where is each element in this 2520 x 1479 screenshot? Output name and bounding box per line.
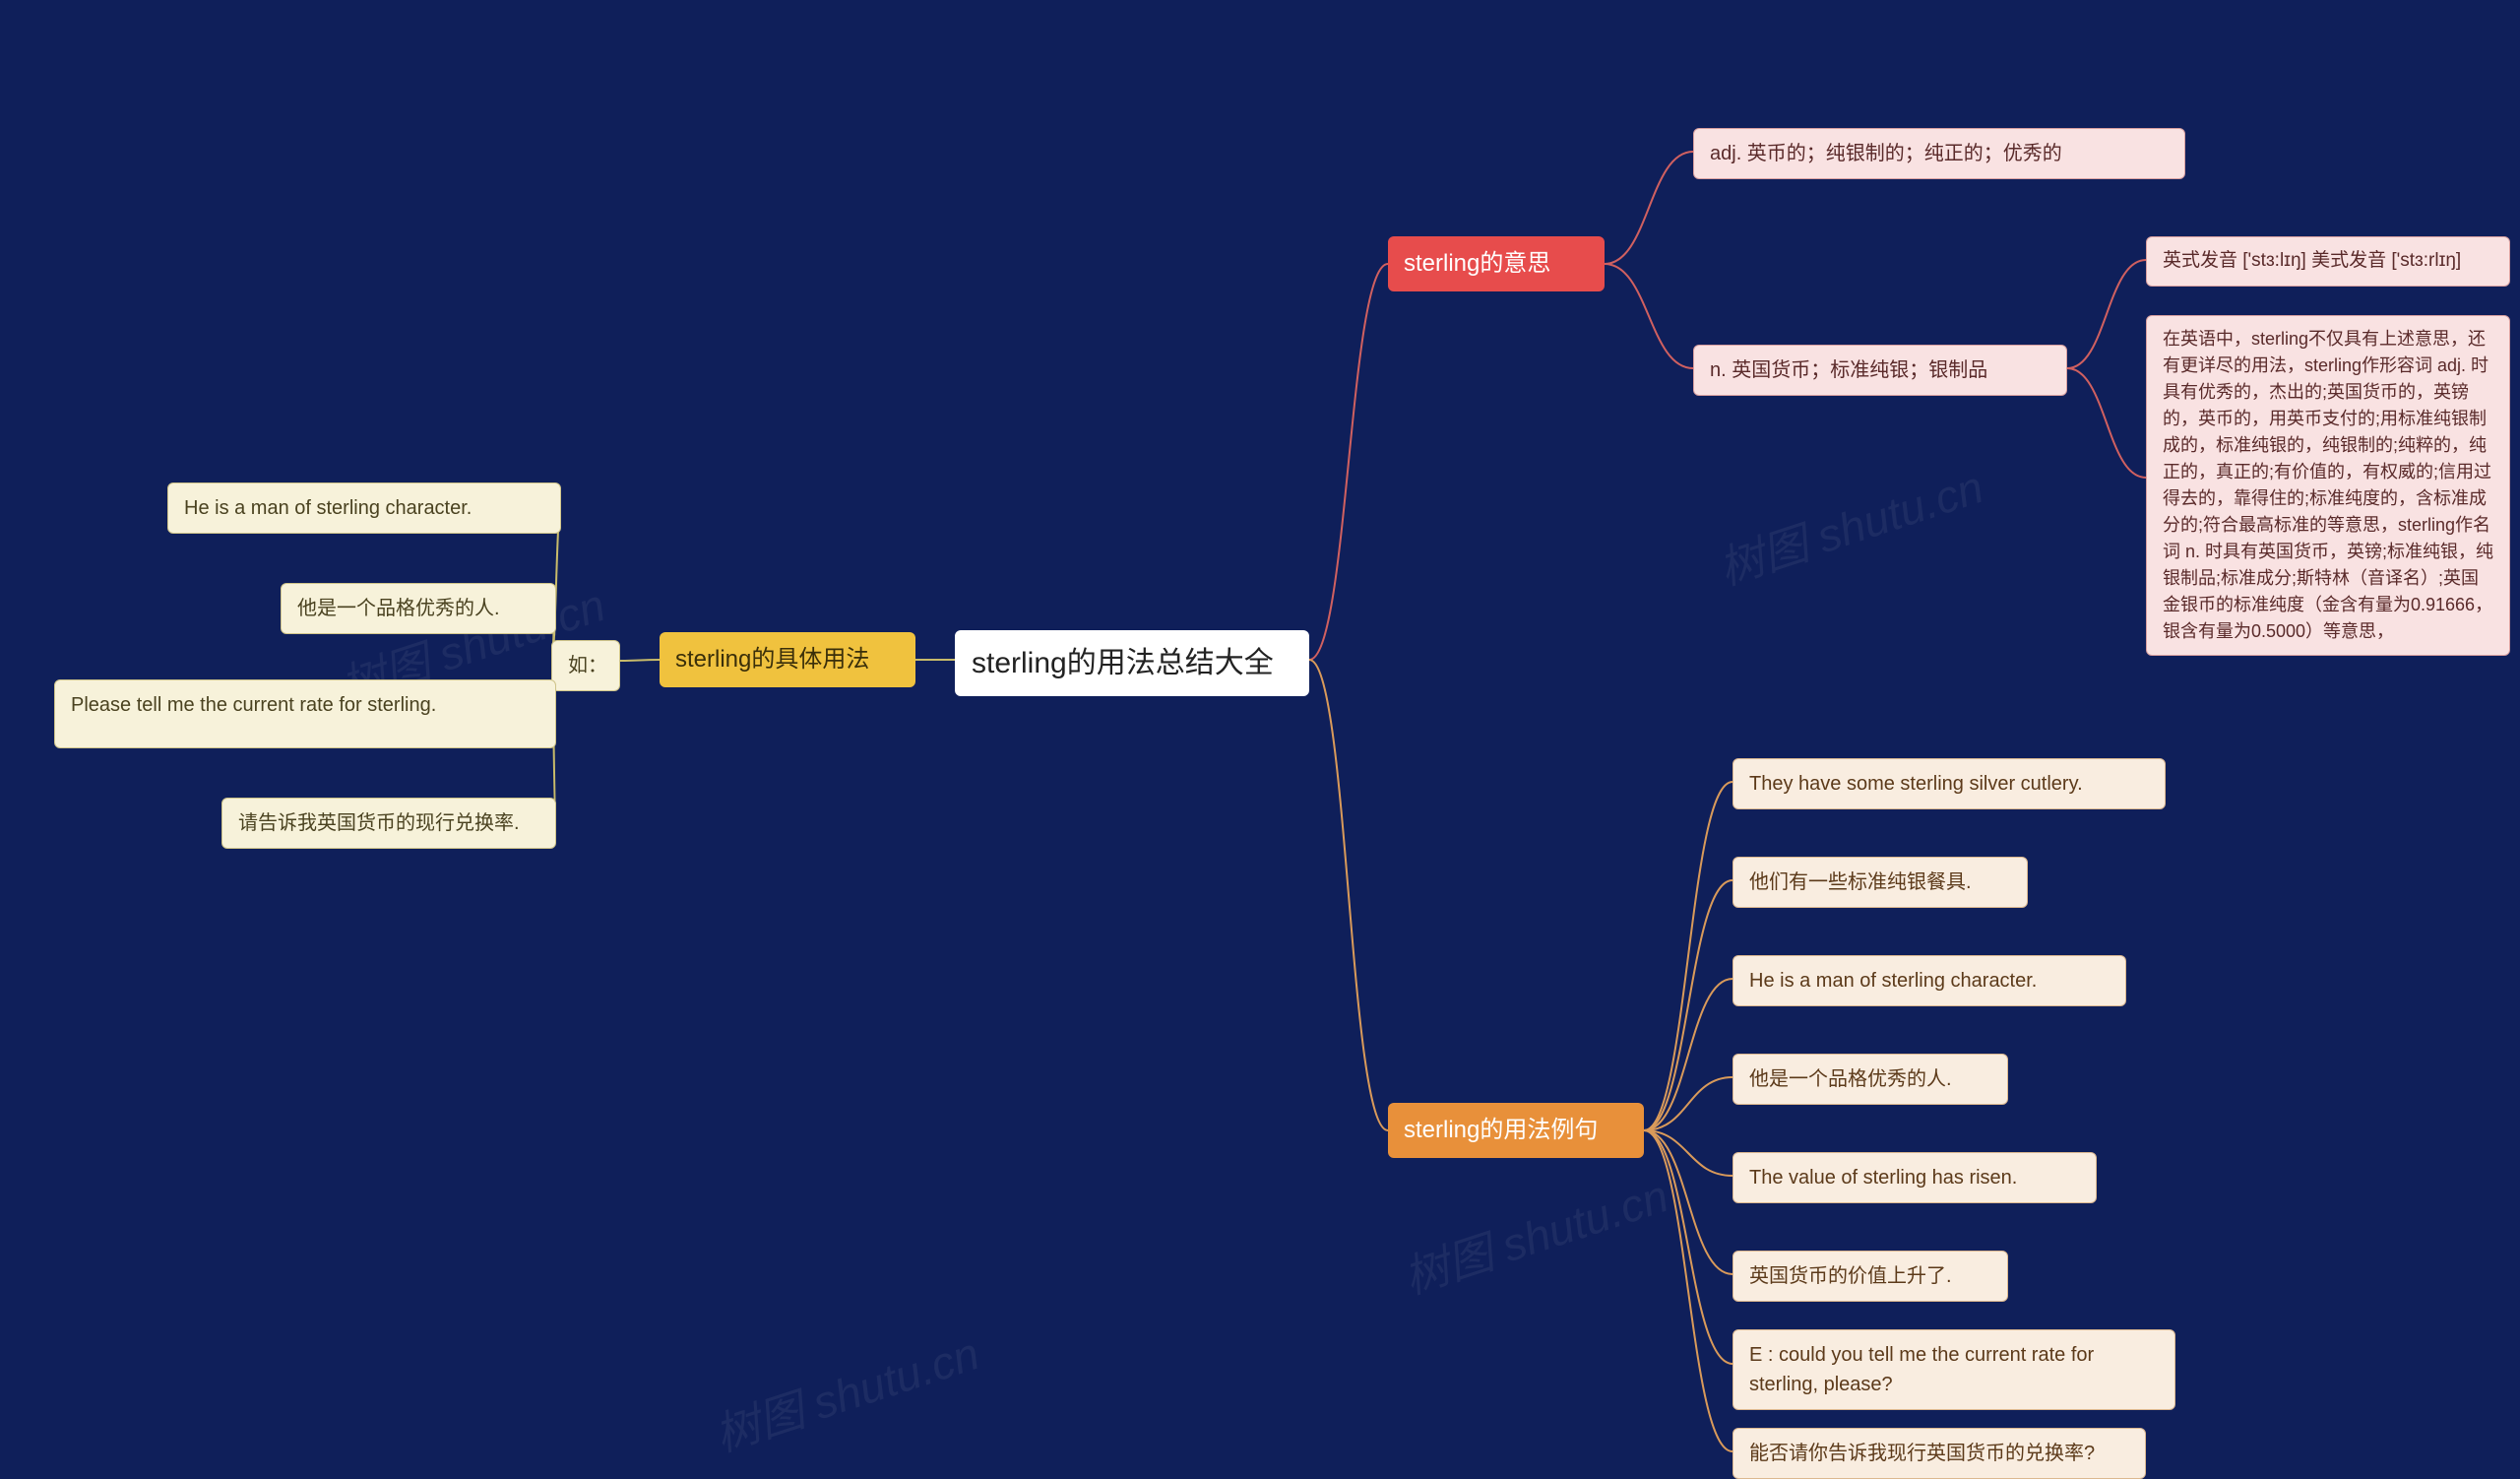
- connector: [1605, 264, 1693, 368]
- node-ex6[interactable]: 英国货币的价值上升了.: [1732, 1251, 2008, 1302]
- node-u1[interactable]: He is a man of sterling character.: [167, 482, 561, 534]
- node-ex8[interactable]: 能否请你告诉我现行英国货币的兑换率?: [1732, 1428, 2146, 1479]
- node-ex4[interactable]: 他是一个品格优秀的人.: [1732, 1054, 2008, 1105]
- node-ex2[interactable]: 他们有一些标准纯银餐具.: [1732, 857, 2028, 908]
- node-u3[interactable]: Please tell me the current rate for ster…: [54, 679, 556, 748]
- node-meaning[interactable]: sterling的意思: [1388, 236, 1605, 291]
- mindmap-canvas: 树图 shutu.cn树图 shutu.cn树图 shutu.cn树图 shut…: [0, 0, 2520, 1461]
- connector: [1644, 1130, 1732, 1451]
- node-m_pron[interactable]: 英式发音 ['stɜ:lɪŋ] 美式发音 ['stɜ:rlɪŋ]: [2146, 236, 2510, 287]
- node-ex3[interactable]: He is a man of sterling character.: [1732, 955, 2126, 1006]
- connector: [1644, 979, 1732, 1130]
- node-usage[interactable]: sterling的具体用法: [660, 632, 915, 687]
- connector: [1644, 782, 1732, 1130]
- node-m_detail[interactable]: 在英语中，sterling不仅具有上述意思，还有更详尽的用法，sterling作…: [2146, 315, 2510, 656]
- node-examples[interactable]: sterling的用法例句: [1388, 1103, 1644, 1158]
- connector: [1309, 264, 1388, 660]
- connector: [1605, 152, 1693, 264]
- node-m_n[interactable]: n. 英国货币；标准纯银；银制品: [1693, 345, 2067, 396]
- node-m_adj[interactable]: adj. 英币的；纯银制的；纯正的；优秀的: [1693, 128, 2185, 179]
- node-u2[interactable]: 他是一个品格优秀的人.: [281, 583, 556, 634]
- connector: [1644, 1077, 1732, 1130]
- connector: [2067, 260, 2146, 368]
- node-ex5[interactable]: The value of sterling has risen.: [1732, 1152, 2097, 1203]
- watermark: 树图 shutu.cn: [706, 1318, 986, 1465]
- connector: [2067, 368, 2146, 478]
- connector: [620, 660, 660, 661]
- watermark: 树图 shutu.cn: [1395, 1161, 1675, 1308]
- node-u_eg[interactable]: 如：: [551, 640, 620, 691]
- node-ex1[interactable]: They have some sterling silver cutlery.: [1732, 758, 2166, 809]
- node-u4[interactable]: 请告诉我英国货币的现行兑换率.: [221, 798, 556, 849]
- connector: [1309, 660, 1388, 1130]
- connector: [1644, 1130, 1732, 1274]
- node-root[interactable]: sterling的用法总结大全: [955, 630, 1309, 696]
- watermark: 树图 shutu.cn: [1710, 452, 1990, 599]
- node-ex7[interactable]: E : could you tell me the current rate f…: [1732, 1329, 2175, 1410]
- connector: [1644, 1130, 1732, 1176]
- connector: [1644, 1130, 1732, 1364]
- connector: [1644, 880, 1732, 1130]
